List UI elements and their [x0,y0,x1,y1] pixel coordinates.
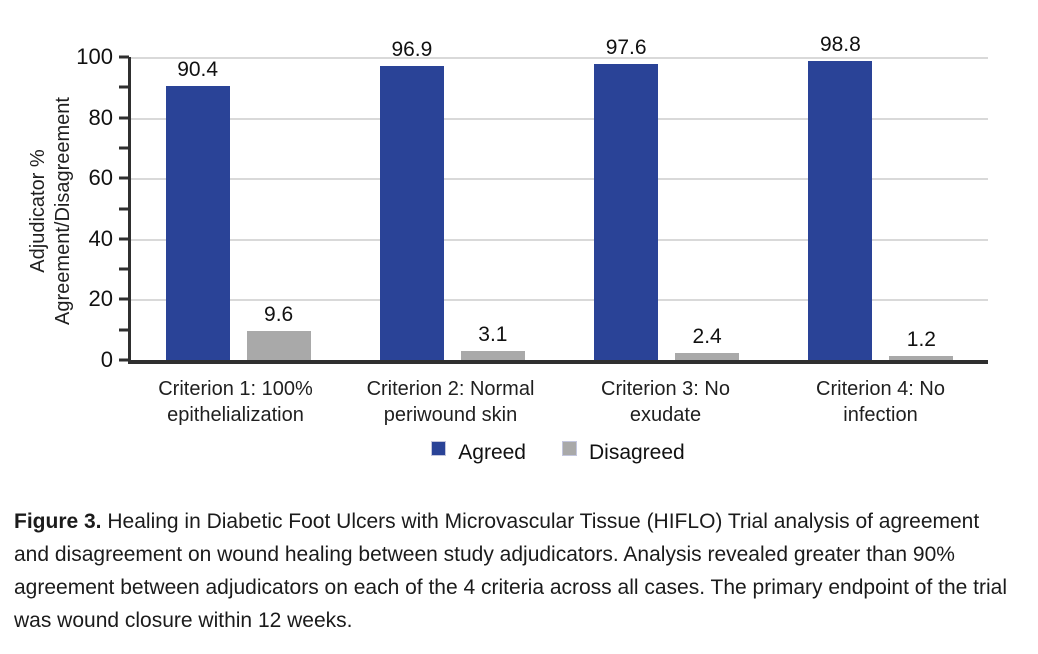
gridline-60 [131,178,988,181]
y-axis-tick [119,176,129,180]
bar-disagreed-criterion-4: 1.2 [889,328,954,360]
y-tick-label-40: 40 [88,225,113,251]
y-tick-label-80: 80 [88,104,113,130]
y-axis-tick [119,116,129,120]
bar-disagreed-criterion-1: 9.6 [246,303,311,360]
bar-group-criterion-3: 97.6 2.4 [560,36,774,360]
value-label-disagreed-criterion-2: 3.1 [478,322,508,346]
y-tick-label-0: 0 [100,347,113,372]
bar-group-criterion-4: 98.8 1.2 [774,33,988,360]
x-label-criterion-3: Criterion 3: No exudate [601,378,730,426]
legend-swatch-disagreed-icon [561,440,577,456]
y-tick-label-100: 100 [76,44,113,69]
x-label-criterion-4: Criterion 4: No infection [816,378,945,426]
legend-item-disagreed: Disagreed [561,440,685,465]
bar-agreed-criterion-4: 98.8 [808,33,873,360]
y-axis-tick [119,146,129,150]
y-axis-tick [119,358,129,362]
y-axis-tick [119,328,129,332]
bar-group-criterion-1: 90.4 9.6 [131,57,345,360]
legend-label-agreed: Agreed [458,441,526,464]
x-axis-labels: Criterion 1: 100% epithelialization Crit… [128,376,988,428]
bar-disagreed-criterion-3: 2.4 [675,325,740,360]
value-label-agreed-criterion-4: 98.8 [819,32,861,56]
figure-caption: Figure 3. Healing in Diabetic Foot Ulcer… [14,505,1020,637]
y-axis-tick [119,237,129,241]
y-tick-label-20: 20 [88,286,113,312]
y-axis-tick [119,207,129,210]
legend-swatch-agreed-icon [431,440,447,456]
y-axis-tick [119,297,129,301]
y-axis-tick [119,267,129,271]
gridline-40 [131,238,988,241]
bars-container: 90.4 9.6 96.9 3.1 97.6 2.4 [131,33,988,360]
bar-group-criterion-2: 96.9 3.1 [345,38,559,360]
plot-area: 100 80 60 40 20 0 90.4 9.6 96.9 3.1 [76,33,988,372]
y-axis-title: Adjudicator % Agreement/Disagreement [8,57,94,364]
y-axis-tick [119,85,129,89]
value-label-disagreed-criterion-3: 2.4 [692,324,722,348]
y-axis-tick [119,55,129,59]
value-label-agreed-criterion-2: 96.9 [391,38,433,62]
value-label-agreed-criterion-3: 97.6 [605,36,647,60]
x-label-criterion-1: Criterion 1: 100% epithelialization [158,378,313,426]
y-axis-title-line1: Adjudicator % [27,148,50,273]
value-label-agreed-criterion-1: 90.4 [177,58,219,82]
gridline-100 [131,57,988,59]
bar-agreed-criterion-1: 90.4 [165,58,230,360]
y-tick-label-60: 60 [88,165,113,191]
legend-label-disagreed: Disagreed [588,441,685,464]
bar-disagreed-criterion-2: 3.1 [460,323,525,360]
value-label-disagreed-criterion-1: 9.6 [264,302,294,326]
bar-agreed-criterion-2: 96.9 [379,38,444,360]
value-label-disagreed-criterion-4: 1.2 [906,328,936,352]
x-label-criterion-2: Criterion 2: Normal periwound skin [366,378,535,426]
gridline-80 [131,117,988,120]
legend: Agreed Disagreed [128,440,988,465]
legend-item-agreed: Agreed [431,440,526,465]
figure-caption-label: Figure 3. [14,510,102,533]
bar-agreed-criterion-3: 97.6 [594,36,659,360]
gridline-20 [131,299,988,302]
figure-caption-text: Healing in Diabetic Foot Ulcers with Mic… [14,510,1007,632]
